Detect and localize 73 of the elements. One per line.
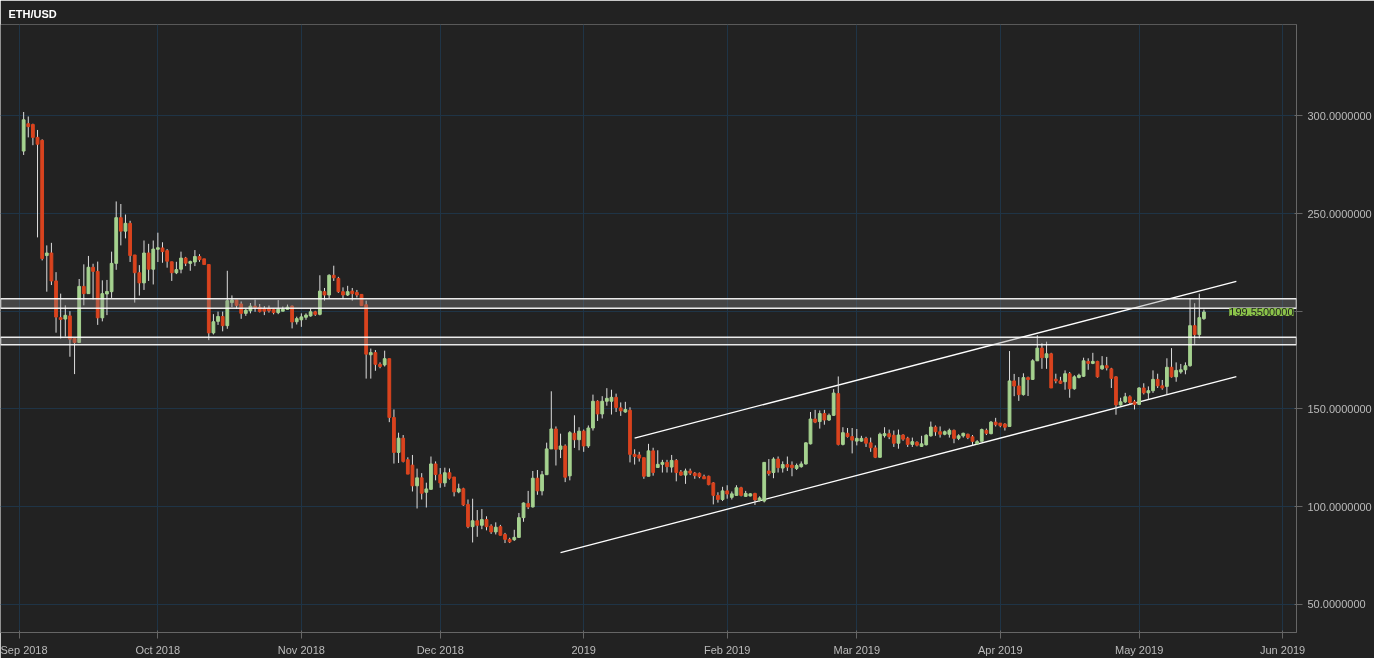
x-tick-label: Nov 2018 [277,643,325,656]
x-tick-label: Dec 2018 [416,643,464,656]
candlestick [1063,369,1067,391]
candlestick [220,311,225,332]
candlestick [1021,372,1026,397]
candlestick [1197,293,1202,339]
candlestick [290,305,294,329]
chart-title: ETH/USD [8,7,57,20]
candlestick [554,425,558,467]
candlestick [526,490,531,510]
candlestick [1067,371,1072,399]
candlestick [118,203,123,246]
candlestick [1100,355,1104,371]
candlestick [479,508,484,530]
candlestick [572,414,577,449]
candlestick [415,468,419,509]
candlestick [817,409,822,430]
candlestick [1081,357,1086,378]
candlestick [577,426,581,451]
candlestick [674,458,679,482]
candlestick [438,467,443,489]
candlestick [665,459,669,474]
annotation: 199.5500000 [1229,306,1294,319]
y-tick-label: 50.0000000 [1307,598,1366,611]
candlestick [368,348,373,380]
candlestick [1040,342,1044,370]
x-tick-label: Oct 2018 [135,643,181,656]
candlestick [419,472,424,500]
candlestick [327,273,332,299]
candlestick [600,395,605,419]
candlestick [26,115,31,138]
candlestick [442,467,447,488]
candlestick [470,498,475,543]
candlestick [831,388,836,417]
candlestick [373,349,378,372]
x-tick-label: Sep 2018 [0,643,48,656]
candlestick [151,240,156,285]
candlestick [1165,357,1169,395]
candlestick [63,304,68,338]
candlestick [641,457,646,480]
candlestick [1044,341,1049,370]
candlestick [1016,376,1021,402]
y-tick-label: 250.0000000 [1307,207,1372,220]
candlestick [813,409,818,424]
candlestick [771,456,776,479]
candlestick [595,399,600,422]
candlestick [44,244,49,293]
x-tick-label: 2019 [571,643,596,656]
candlestick [410,454,415,492]
candlestick [1192,302,1197,346]
candlestick [317,274,322,316]
x-tick-label: Mar 2019 [833,643,881,656]
candlestick [1169,347,1174,379]
x-tick-label: May 2019 [1114,643,1164,656]
x-tick-label: Apr 2019 [977,643,1023,656]
candlestick [535,469,540,496]
y-tick-label: 300.0000000 [1307,109,1372,122]
candlestick [433,460,438,481]
x-tick-label: Feb 2019 [703,643,751,656]
candlestick [609,389,614,416]
candlestick [558,433,563,459]
candlestick [651,447,656,477]
candlestick [81,263,86,306]
candlestick [146,243,151,282]
candlestick [475,509,480,538]
x-tick-label: Jun 2019 [1259,643,1306,656]
candlestick [396,432,401,464]
candlestick [1174,361,1179,383]
y-tick-label: 100.0000000 [1307,500,1372,513]
candlestick [896,429,901,450]
candlestick [123,214,128,239]
y-tick-label: 150.0000000 [1307,402,1372,415]
candlestick [1012,373,1017,397]
